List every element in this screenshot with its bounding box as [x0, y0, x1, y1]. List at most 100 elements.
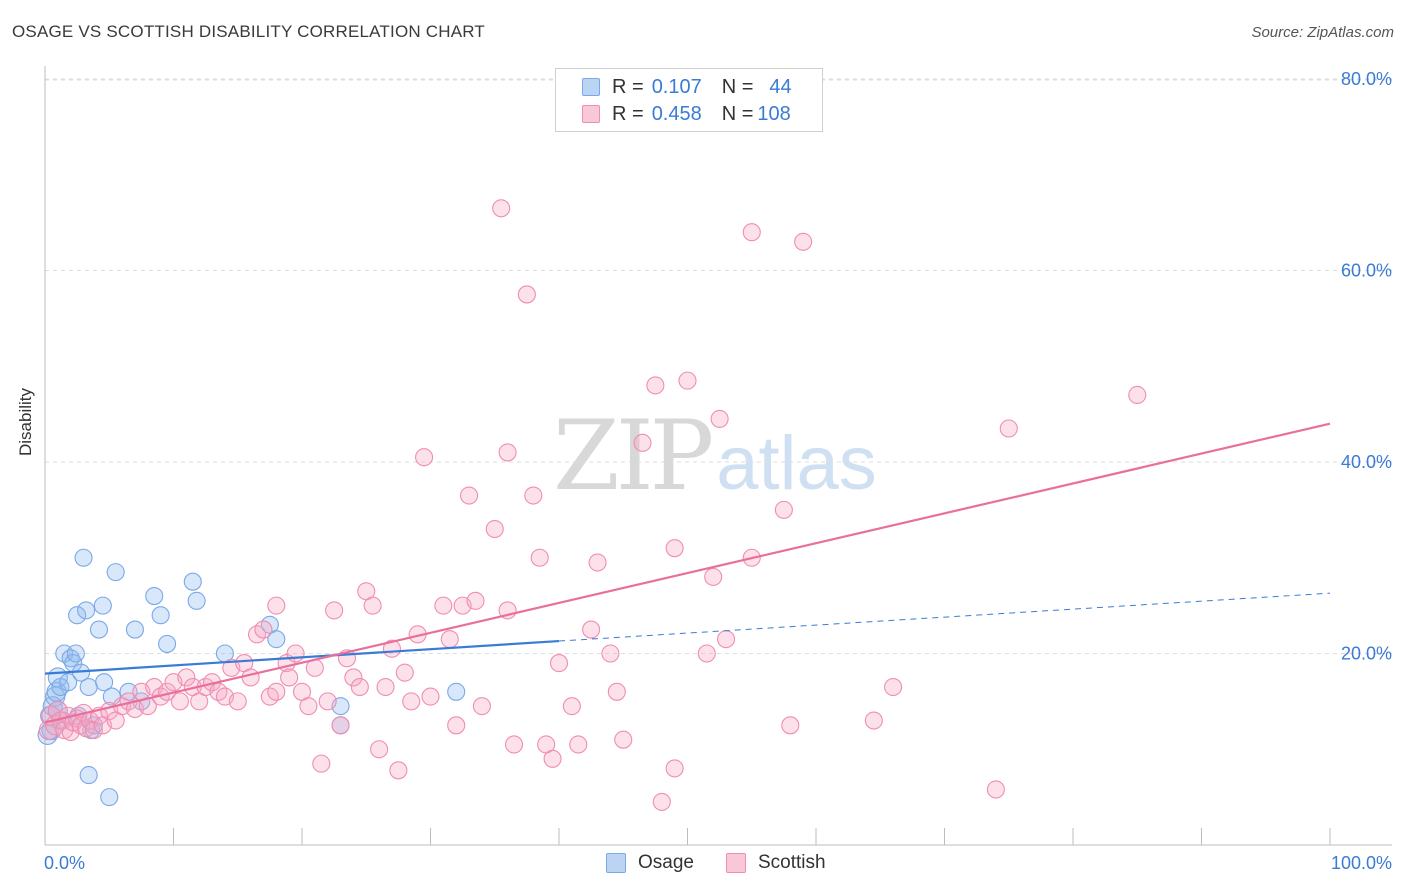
- point-scottish: [286, 644, 305, 663]
- point-scottish: [794, 232, 813, 251]
- y-tick-label: 60.0%: [1341, 261, 1392, 281]
- x-tick-label-max: 100.0%: [1331, 853, 1392, 873]
- point-scottish: [280, 668, 299, 687]
- point-scottish: [781, 716, 800, 735]
- point-scottish: [864, 711, 883, 730]
- point-scottish: [562, 697, 581, 716]
- legend-n-value-osage: 44: [769, 75, 792, 98]
- point-scottish: [395, 663, 414, 682]
- series-legend: Osage Scottish: [606, 852, 858, 874]
- point-scottish: [466, 591, 485, 610]
- point-scottish: [543, 749, 562, 768]
- point-osage: [68, 606, 87, 625]
- point-scottish: [678, 371, 697, 390]
- y-tick-label: 20.0%: [1341, 644, 1392, 664]
- point-scottish: [376, 677, 395, 697]
- point-osage: [93, 596, 112, 615]
- point-scottish: [646, 376, 665, 395]
- point-scottish: [665, 759, 684, 778]
- watermark: ZIPatlas: [553, 400, 877, 512]
- point-scottish: [742, 223, 761, 242]
- trend-line-scottish: [44, 422, 1331, 724]
- point-scottish: [447, 716, 466, 735]
- point-scottish: [697, 644, 716, 663]
- legend-swatch-osage: [606, 853, 626, 873]
- point-scottish: [434, 596, 453, 615]
- point-osage: [100, 788, 119, 807]
- point-scottish: [614, 730, 633, 749]
- point-scottish: [633, 433, 652, 452]
- correlation-legend: R = 0.107 N = 44 R = 0.458 N = 108: [555, 68, 823, 132]
- legend-row-scottish: R = 0.458 N = 108: [582, 102, 791, 126]
- point-scottish: [504, 735, 524, 754]
- point-scottish: [344, 668, 363, 687]
- point-scottish: [601, 644, 620, 663]
- y-tick-label: 40.0%: [1341, 452, 1392, 472]
- point-scottish: [485, 519, 504, 539]
- legend-r-value-scottish: 0.458: [651, 102, 702, 125]
- point-scottish: [267, 596, 286, 615]
- chart-title: OSAGE VS SCOTTISH DISABILITY CORRELATION…: [12, 22, 486, 41]
- point-osage: [79, 677, 98, 697]
- point-scottish: [652, 792, 671, 811]
- point-scottish: [170, 692, 189, 711]
- point-scottish: [986, 780, 1005, 799]
- point-scottish: [459, 486, 479, 505]
- legend-item-scottish: Scottish: [725, 852, 826, 874]
- point-scottish: [549, 654, 569, 673]
- point-scottish: [331, 716, 350, 735]
- point-scottish: [588, 553, 607, 572]
- point-osage: [106, 563, 125, 582]
- legend-row-osage: R = 0.107 N = 44: [582, 75, 792, 99]
- point-scottish: [177, 668, 196, 687]
- point-scottish: [1128, 385, 1147, 405]
- point-scottish: [774, 500, 793, 519]
- legend-r-label: R =: [612, 102, 644, 125]
- legend-swatch-osage: [582, 78, 600, 96]
- point-osage: [61, 649, 80, 668]
- x-tick-label-min: 0.0%: [44, 853, 85, 873]
- legend-swatch-scottish: [582, 105, 600, 123]
- trend-line-osage: [44, 639, 560, 675]
- watermark-atlas: atlas: [716, 421, 877, 506]
- legend-n-label: N =: [721, 102, 754, 125]
- point-scottish: [665, 539, 684, 558]
- point-osage: [158, 634, 177, 653]
- point-scottish: [241, 668, 260, 687]
- point-scottish: [440, 630, 459, 649]
- point-osage: [95, 673, 114, 692]
- point-scottish: [607, 682, 626, 701]
- legend-item-osage: Osage: [606, 852, 694, 874]
- legend-n-label: N =: [721, 75, 754, 98]
- point-scottish: [498, 443, 517, 462]
- point-scottish: [254, 620, 273, 639]
- point-osage: [66, 644, 85, 663]
- watermark-zip: ZIP: [553, 400, 714, 512]
- point-osage: [74, 548, 93, 567]
- trend-lines: [44, 422, 1331, 724]
- point-scottish: [312, 754, 331, 773]
- point-osage: [183, 572, 202, 591]
- point-scottish: [530, 548, 549, 567]
- y-tick-label: 80.0%: [1341, 69, 1392, 89]
- point-osage: [145, 586, 164, 606]
- point-osage: [187, 591, 206, 610]
- point-scottish: [84, 721, 103, 740]
- legend-r-label: R =: [612, 75, 644, 98]
- source-label: Source: ZipAtlas.com: [1251, 24, 1394, 41]
- point-scottish: [884, 677, 903, 697]
- point-scottish: [582, 620, 601, 639]
- point-scottish: [710, 409, 729, 428]
- point-scottish: [389, 761, 408, 780]
- point-scottish: [325, 601, 344, 620]
- y-axis-label: Disability: [16, 387, 35, 456]
- point-scottish: [267, 682, 286, 701]
- point-scottish: [999, 419, 1018, 438]
- point-scottish: [299, 697, 318, 716]
- point-scottish: [421, 687, 440, 706]
- point-scottish: [228, 692, 247, 711]
- point-osage: [125, 620, 144, 639]
- point-osage: [79, 766, 98, 785]
- point-osage: [59, 673, 78, 692]
